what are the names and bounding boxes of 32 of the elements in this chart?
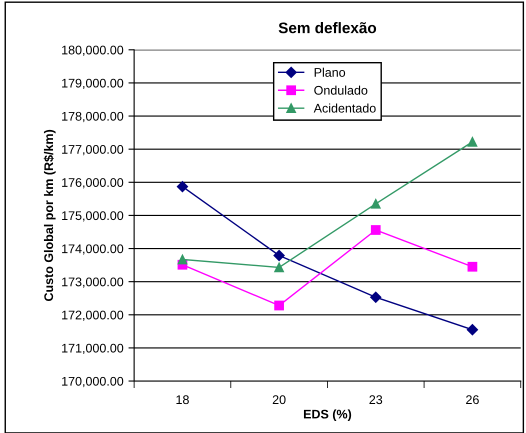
y-tick-label: 172,000.00	[62, 310, 124, 321]
legend-label: Plano	[314, 68, 346, 77]
point	[466, 324, 478, 336]
y-tick-label: 174,000.00	[62, 244, 124, 255]
y-tick-label: 180,000.00	[62, 46, 124, 56]
y-tick-label: 173,000.00	[62, 277, 124, 288]
point	[178, 254, 188, 264]
point	[370, 198, 381, 209]
chart-title: Sem deflexão	[278, 22, 376, 34]
point	[274, 300, 284, 310]
point	[370, 292, 382, 303]
y-tick-label: 171,000.00	[62, 344, 124, 354]
x-axis-title: EDS (%)	[304, 409, 352, 422]
x-tick-label: 23	[369, 395, 382, 404]
y-tick-label: 178,000.00	[62, 112, 124, 122]
y-axis-title: Custo Global por km (R$/km)	[44, 130, 56, 302]
x-tick-label: 18	[176, 395, 189, 404]
y-tick-label: 175,000.00	[62, 211, 124, 222]
x-tick-label: 26	[466, 395, 479, 404]
x-tick-label: 20	[272, 395, 286, 404]
point	[274, 262, 284, 272]
y-tick-label: 177,000.00	[62, 144, 124, 156]
point	[370, 225, 381, 235]
point	[468, 137, 478, 147]
point	[468, 262, 478, 272]
y-tick-label: 176,000.00	[62, 178, 124, 188]
point	[274, 250, 285, 262]
legend-label: Acidentado	[314, 103, 376, 113]
point	[176, 180, 188, 192]
legend-label: Ondulado	[314, 86, 368, 95]
y-tick-label: 170,000.00	[62, 376, 124, 388]
y-tick-label: 179,000.00	[62, 78, 124, 90]
